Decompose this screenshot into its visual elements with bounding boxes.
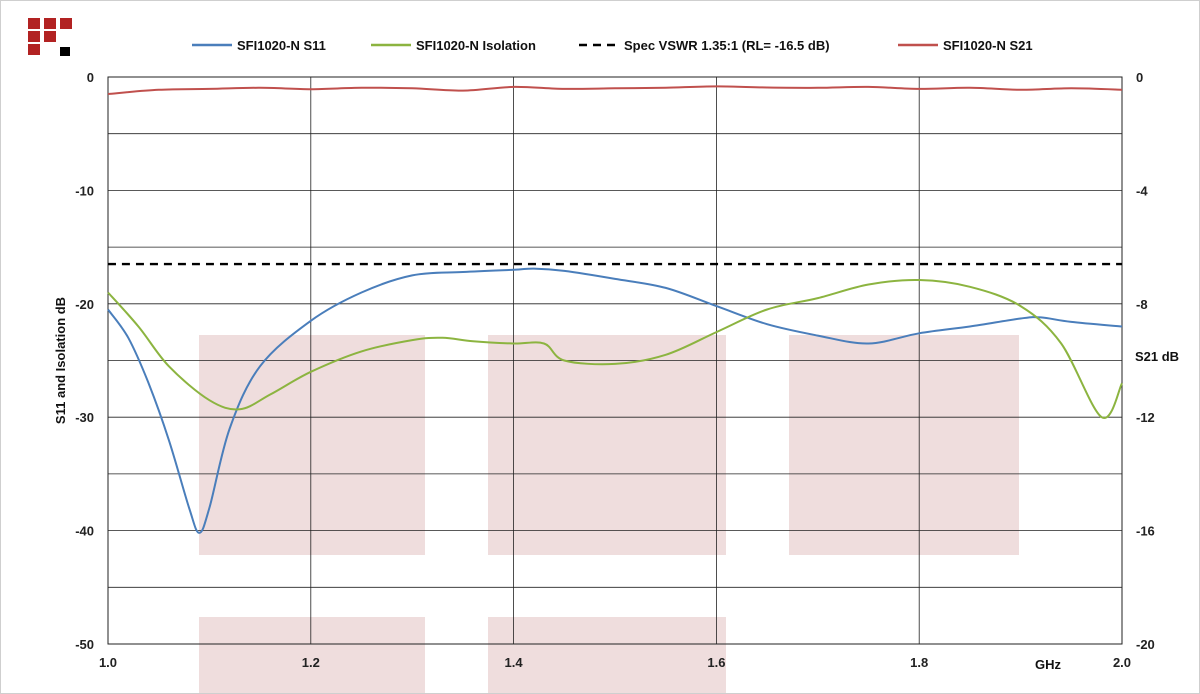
logo-square xyxy=(28,31,40,42)
logo-square xyxy=(28,44,40,55)
y-left-tick-label: -50 xyxy=(75,637,94,652)
x-tick-label: 1.4 xyxy=(505,655,524,670)
watermark xyxy=(199,335,1019,693)
logo-square xyxy=(60,47,70,56)
y-left-tick-label: -10 xyxy=(75,183,94,198)
logo xyxy=(28,18,72,56)
ticks: 0 -10 -20 -30 -40 -50 0 -4 -8 -12 -16 -20 1.0 1.2 1.4 1… xyxy=(75,70,1155,670)
watermark-block xyxy=(199,335,425,555)
logo-square xyxy=(44,18,56,29)
x-tick-label: 1.6 xyxy=(707,655,725,670)
x-tick-label: 1.2 xyxy=(302,655,320,670)
watermark-block xyxy=(789,335,1019,555)
grid xyxy=(107,76,1123,645)
s21-series-line xyxy=(107,85,1123,95)
legend-label: Spec VSWR 1.35:1 (RL= -16.5 dB) xyxy=(624,38,830,53)
y-axis-right-label: S21 dB xyxy=(1135,349,1179,364)
legend-label: SFI1020-N S21 xyxy=(943,38,1033,53)
y-right-tick-label: -8 xyxy=(1136,297,1148,312)
legend-label: SFI1020-N Isolation xyxy=(416,38,536,53)
watermark-block xyxy=(488,335,726,555)
series-layer xyxy=(107,85,1123,534)
x-tick-label: 2.0 xyxy=(1113,655,1131,670)
logo-square xyxy=(28,18,40,29)
y-right-tick-label: -16 xyxy=(1136,524,1155,539)
s11-series-line xyxy=(107,267,1123,534)
isolation-series-line xyxy=(107,278,1123,419)
y-axis-left-label: S11 and Isolation dB xyxy=(53,297,68,424)
y-left-tick-label: -30 xyxy=(75,410,94,425)
x-tick-label: 1.8 xyxy=(910,655,928,670)
y-left-tick-label: -40 xyxy=(75,524,94,539)
watermark-block xyxy=(488,617,726,693)
y-left-tick-label: 0 xyxy=(87,70,94,85)
y-right-tick-label: -20 xyxy=(1136,637,1155,652)
logo-square xyxy=(60,18,72,29)
legend: SFI1020-N S11 SFI1020-N Isolation Spec VSW… xyxy=(192,38,1033,53)
y-left-tick-label: -20 xyxy=(75,297,94,312)
y-right-tick-label: 0 xyxy=(1136,70,1143,85)
watermark-block xyxy=(199,617,425,693)
x-tick-label: 1.0 xyxy=(99,655,117,670)
x-axis-unit-label: GHz xyxy=(1035,657,1062,672)
y-right-tick-label: -12 xyxy=(1136,410,1155,425)
logo-square xyxy=(44,31,56,42)
legend-label: SFI1020-N S11 xyxy=(237,38,326,53)
y-right-tick-label: -4 xyxy=(1136,183,1148,198)
